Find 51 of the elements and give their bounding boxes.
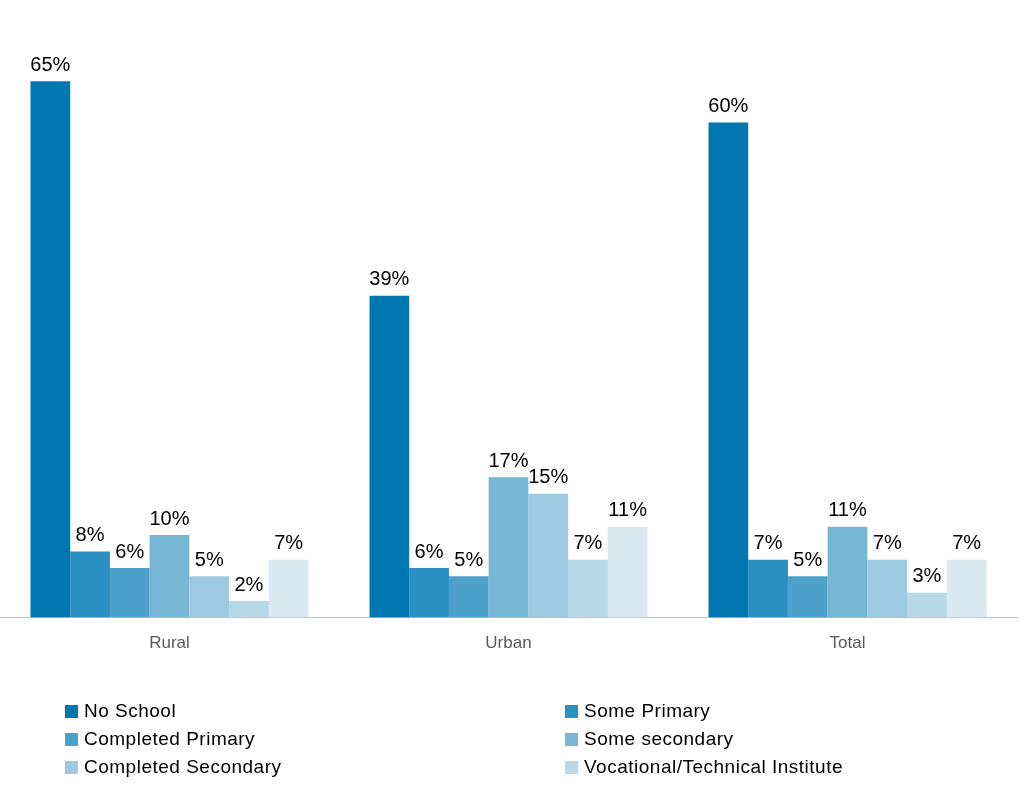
bar bbox=[528, 493, 569, 618]
x-tick-label: Urban bbox=[485, 633, 532, 653]
bar bbox=[568, 559, 608, 618]
data-label: 7% bbox=[872, 531, 902, 554]
bar bbox=[149, 535, 190, 618]
bar bbox=[867, 559, 908, 618]
legend-label: No School bbox=[84, 700, 177, 722]
data-label: 15% bbox=[528, 465, 569, 488]
data-label: 6% bbox=[115, 539, 145, 562]
data-label: 5% bbox=[454, 547, 484, 570]
data-label: 5% bbox=[194, 547, 224, 570]
data-label: 17% bbox=[488, 448, 529, 471]
bar bbox=[448, 576, 489, 618]
data-label: 11% bbox=[828, 498, 867, 521]
bar bbox=[748, 559, 788, 618]
data-label: 7% bbox=[573, 531, 603, 554]
data-label: 6% bbox=[414, 539, 444, 562]
bar bbox=[409, 568, 449, 618]
data-label: 7% bbox=[274, 531, 304, 554]
data-label: 8% bbox=[75, 523, 105, 546]
data-label: 7% bbox=[952, 531, 982, 554]
legend-label: Some Primary bbox=[584, 700, 711, 722]
data-label: 5% bbox=[793, 547, 823, 570]
legend-label: Completed Primary bbox=[84, 728, 256, 750]
data-label: 2% bbox=[234, 572, 264, 595]
bar bbox=[907, 592, 947, 618]
data-label: 11% bbox=[608, 498, 648, 521]
bar bbox=[607, 526, 648, 618]
data-label: 39% bbox=[369, 267, 410, 290]
bar bbox=[229, 601, 269, 618]
x-tick-label: Rural bbox=[149, 633, 190, 653]
data-label: 7% bbox=[753, 531, 783, 554]
bar bbox=[708, 122, 749, 618]
data-label: 60% bbox=[708, 94, 749, 117]
bar bbox=[827, 526, 868, 618]
legend-label: Vocational/Technical Institute bbox=[584, 756, 843, 778]
data-label: 10% bbox=[149, 506, 190, 529]
bar bbox=[488, 477, 529, 618]
bar bbox=[70, 551, 110, 618]
bar bbox=[787, 576, 828, 618]
bar bbox=[30, 81, 71, 618]
legend-label: Some secondary bbox=[584, 728, 734, 750]
bar bbox=[189, 576, 230, 618]
bar bbox=[268, 559, 309, 618]
bar bbox=[369, 295, 410, 618]
bar bbox=[109, 568, 150, 618]
bar bbox=[946, 559, 987, 618]
data-label: 3% bbox=[912, 564, 942, 587]
data-label: 65% bbox=[30, 52, 71, 75]
x-tick-label: Total bbox=[829, 633, 866, 653]
legend-label: Completed Secondary bbox=[84, 756, 282, 778]
